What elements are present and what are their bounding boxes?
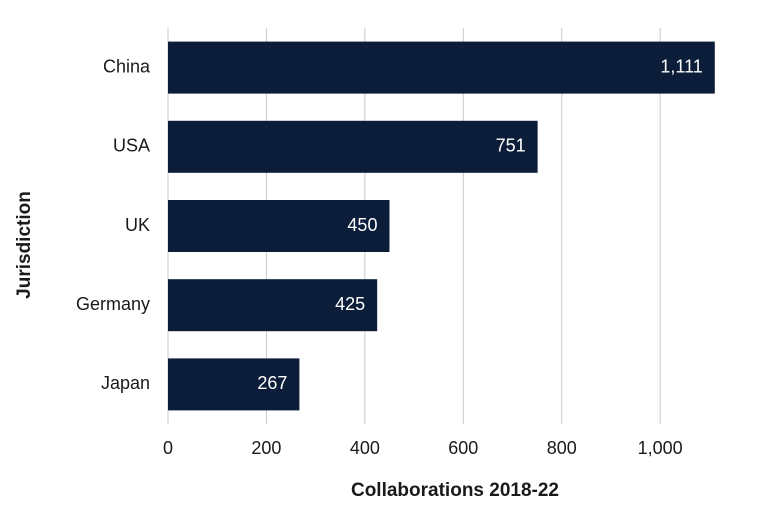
bar [168,358,300,411]
value-label: 450 [347,215,377,235]
value-label: 1,111 [660,56,702,76]
y-tick-label: Japan [101,373,150,393]
value-label: 267 [257,373,287,393]
bar [168,41,715,94]
y-tick-label: USA [113,136,150,156]
value-label: 425 [335,294,365,314]
x-axis-title: Collaborations 2018-22 [351,480,559,501]
x-tick-label: 600 [448,438,478,458]
y-axis-title: Jurisdiction [14,191,35,299]
y-tick-label: Germany [76,294,150,314]
bar [168,279,378,332]
bar [168,120,538,173]
x-tick-label: 400 [350,438,380,458]
x-tick-label: 1,000 [638,438,683,458]
y-tick-label: UK [125,215,150,235]
x-tick-label: 0 [163,438,173,458]
bar [168,200,390,252]
value-label: 751 [496,136,526,156]
x-tick-label: 200 [251,438,281,458]
y-tick-label: China [103,56,151,76]
x-tick-label: 800 [547,438,577,458]
